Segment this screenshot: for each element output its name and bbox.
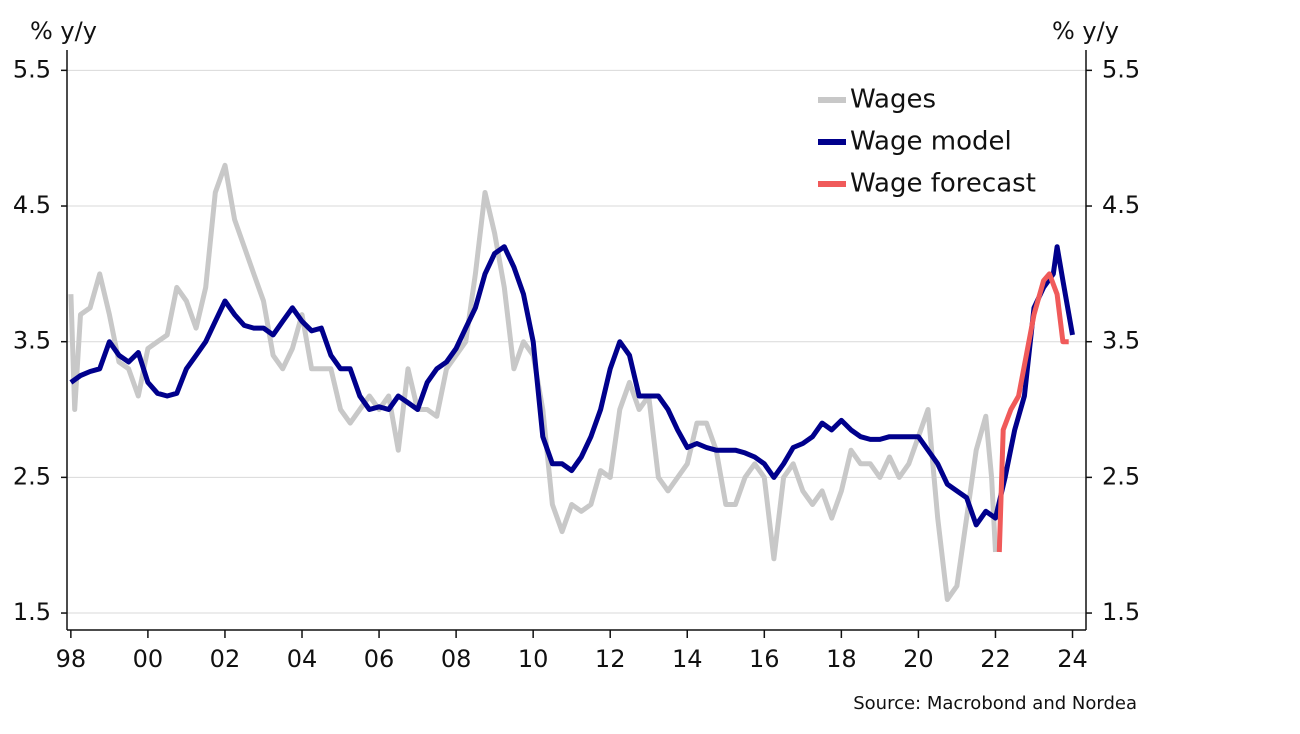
x-tick-label: 12 [595, 645, 626, 673]
x-tick-label: 98 [56, 645, 87, 673]
y2-tick-label: 3.5 [1102, 327, 1140, 355]
series-line [996, 271, 1069, 553]
source: Source: Macrobond and Nordea [853, 693, 1137, 714]
x-tick-label: 08 [441, 645, 472, 673]
x-tick-label: 10 [518, 645, 549, 673]
series-line [69, 244, 1075, 528]
x-tick-label: 02 [210, 645, 241, 673]
x-tick-label: 24 [1057, 645, 1088, 673]
y-tick-label: 5.5 [13, 55, 51, 83]
legend-label: Wage forecast [850, 169, 1036, 199]
y-tick-label: 2.5 [13, 462, 51, 490]
y2-axis-label: % y/y [1052, 17, 1119, 45]
y-tick-label: 3.5 [13, 327, 51, 355]
x-tick-label: 14 [672, 645, 703, 673]
y2-tick-label: 5.5 [1102, 55, 1140, 83]
y-axis-label: % y/y [30, 17, 97, 45]
legend-label: Wages [850, 85, 936, 115]
x-tick-label: 20 [903, 645, 934, 673]
y2-tick-label: 2.5 [1102, 462, 1140, 490]
x-tick-label: 18 [826, 645, 857, 673]
x-tick-label: 04 [287, 645, 318, 673]
x-tick-label: 00 [133, 645, 164, 673]
y2-tick-label: 4.5 [1102, 191, 1140, 219]
y-tick-label: 4.5 [13, 191, 51, 219]
series-line [68, 162, 998, 602]
y-tick-label: 1.5 [13, 598, 51, 626]
x-tick-label: 06 [364, 645, 395, 673]
legend-label: Wage model [850, 127, 1012, 157]
x-tick-label: 22 [980, 645, 1011, 673]
y2-tick-label: 1.5 [1102, 598, 1140, 626]
x-tick-label: 16 [749, 645, 780, 673]
